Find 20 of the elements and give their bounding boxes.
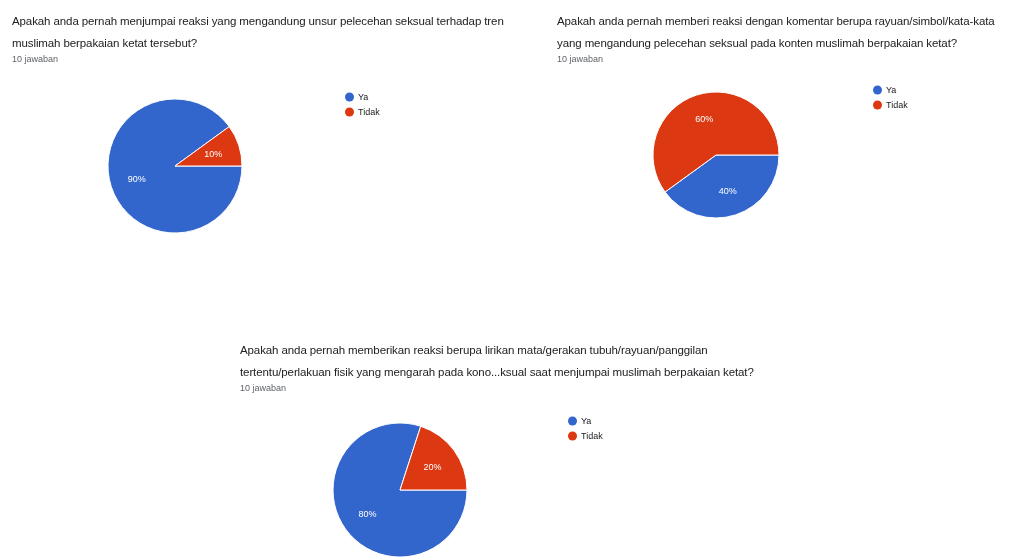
legend-label: Tidak	[581, 431, 604, 442]
pie-slice	[107, 98, 243, 234]
legend-label: Ya	[581, 416, 592, 427]
chart-title: Apakah anda pernah memberikan reaksi berupa lirikan mata/gerakan tubuh/rayuan/panggilan tertentu/perlakuan fisik yang mengarah pada kono...ksual saat menjumpai muslimah berpakaian ketat?	[240, 343, 755, 380]
data-label: 90%	[127, 173, 146, 184]
legend-label: Tidak	[358, 107, 381, 118]
data-label: 80%	[358, 508, 377, 519]
legend-label: Tidak	[886, 100, 909, 111]
data-label: 10%	[204, 148, 223, 159]
data-label: 40%	[718, 186, 737, 197]
text: 10 jawaban	[12, 54, 60, 64]
data-label: 60%	[695, 114, 714, 125]
legend-label: Ya	[358, 92, 369, 103]
text: 10 jawaban	[557, 54, 605, 64]
data-label: 20%	[423, 461, 442, 472]
legend-label: Ya	[886, 85, 897, 96]
pie-slice	[332, 422, 468, 558]
chart-title: Apakah anda pernah memberi reaksi dengan komentar berupa rayuan/simbol/kata-kata yang mengandung pelecehan seksual pada konten muslimah berpakaian ketat?	[557, 14, 996, 51]
chart-title: Apakah anda pernah menjumpai reaksi yang mengandung unsur pelecehan seksual terhadap tren muslimah berpakaian ketat tersebut?	[12, 14, 505, 51]
chart-subtitle: 10 jawaban	[240, 383, 288, 393]
